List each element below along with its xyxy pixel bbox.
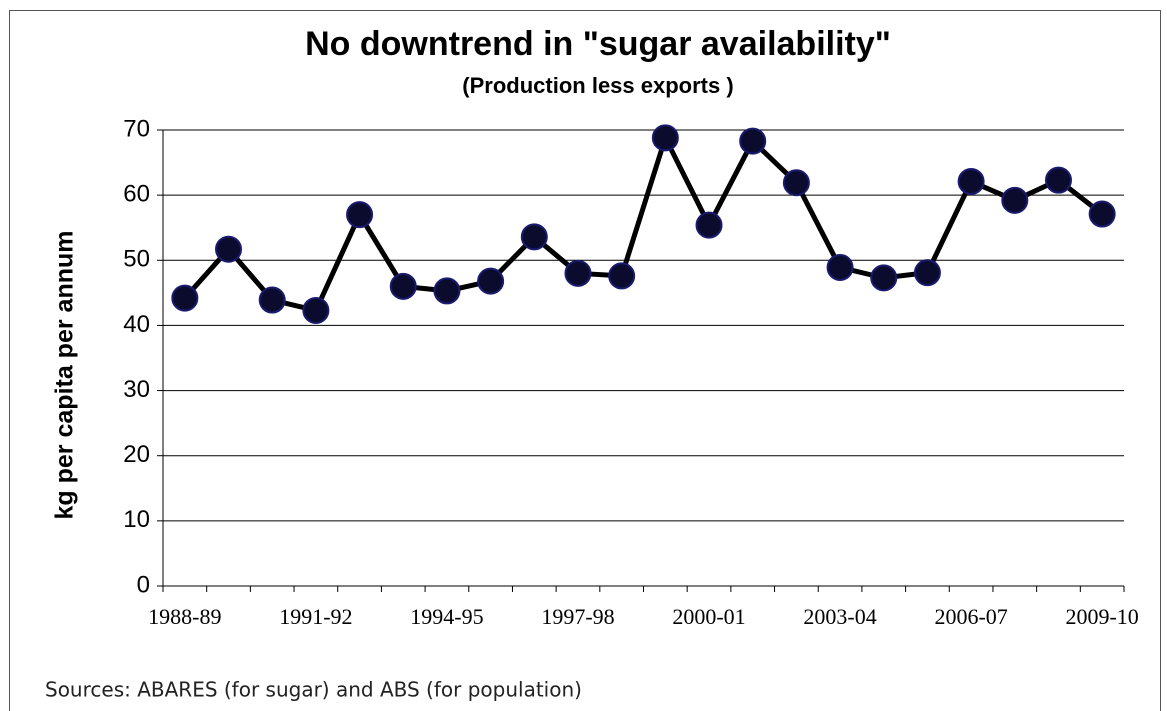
x-tick-label: 2000-01 bbox=[672, 604, 745, 629]
data-point bbox=[739, 127, 767, 155]
data-point bbox=[433, 277, 461, 305]
data-point bbox=[826, 253, 854, 281]
x-tick-label: 2006-07 bbox=[934, 604, 1007, 629]
data-point bbox=[913, 259, 941, 287]
x-tick-label: 1991-92 bbox=[279, 604, 352, 629]
data-point bbox=[1001, 186, 1029, 214]
y-tick-label: 10 bbox=[123, 506, 150, 533]
data-point bbox=[1044, 166, 1072, 194]
y-tick-label: 70 bbox=[123, 115, 150, 142]
data-point bbox=[302, 296, 330, 324]
x-tick-label: 2003-04 bbox=[803, 604, 876, 629]
data-point bbox=[957, 167, 985, 195]
y-tick-label: 0 bbox=[137, 571, 150, 598]
data-point bbox=[215, 235, 243, 263]
data-point bbox=[171, 284, 199, 312]
data-point bbox=[389, 272, 417, 300]
y-tick-label: 60 bbox=[123, 180, 150, 207]
data-point bbox=[870, 264, 898, 292]
chart-frame bbox=[9, 10, 1161, 711]
data-point bbox=[651, 124, 679, 152]
chart-subtitle: (Production less exports ) bbox=[462, 73, 733, 98]
y-tick-label: 30 bbox=[123, 376, 150, 403]
y-tick-label: 20 bbox=[123, 441, 150, 468]
y-tick-label: 50 bbox=[123, 246, 150, 273]
x-tick-label: 1994-95 bbox=[410, 604, 483, 629]
y-axis-label: kg per capita per annum bbox=[51, 231, 79, 520]
data-point bbox=[564, 259, 592, 287]
chart-title: No downtrend in "sugar availability" bbox=[305, 25, 891, 63]
data-point bbox=[520, 223, 548, 251]
data-line bbox=[182, 135, 1104, 313]
x-tick-label: 1988-89 bbox=[148, 604, 221, 629]
data-point bbox=[782, 169, 810, 197]
data-point bbox=[608, 262, 636, 290]
y-tick-label: 40 bbox=[123, 311, 150, 338]
data-point bbox=[477, 267, 505, 295]
data-point bbox=[346, 201, 374, 229]
data-point bbox=[695, 211, 723, 239]
source-note: Sources: ABARES (for sugar) and ABS (for… bbox=[45, 678, 582, 702]
data-point bbox=[258, 286, 286, 314]
data-point bbox=[1088, 200, 1116, 228]
x-tick-label: 2009-10 bbox=[1065, 604, 1138, 629]
x-tick-label: 1997-98 bbox=[541, 604, 614, 629]
